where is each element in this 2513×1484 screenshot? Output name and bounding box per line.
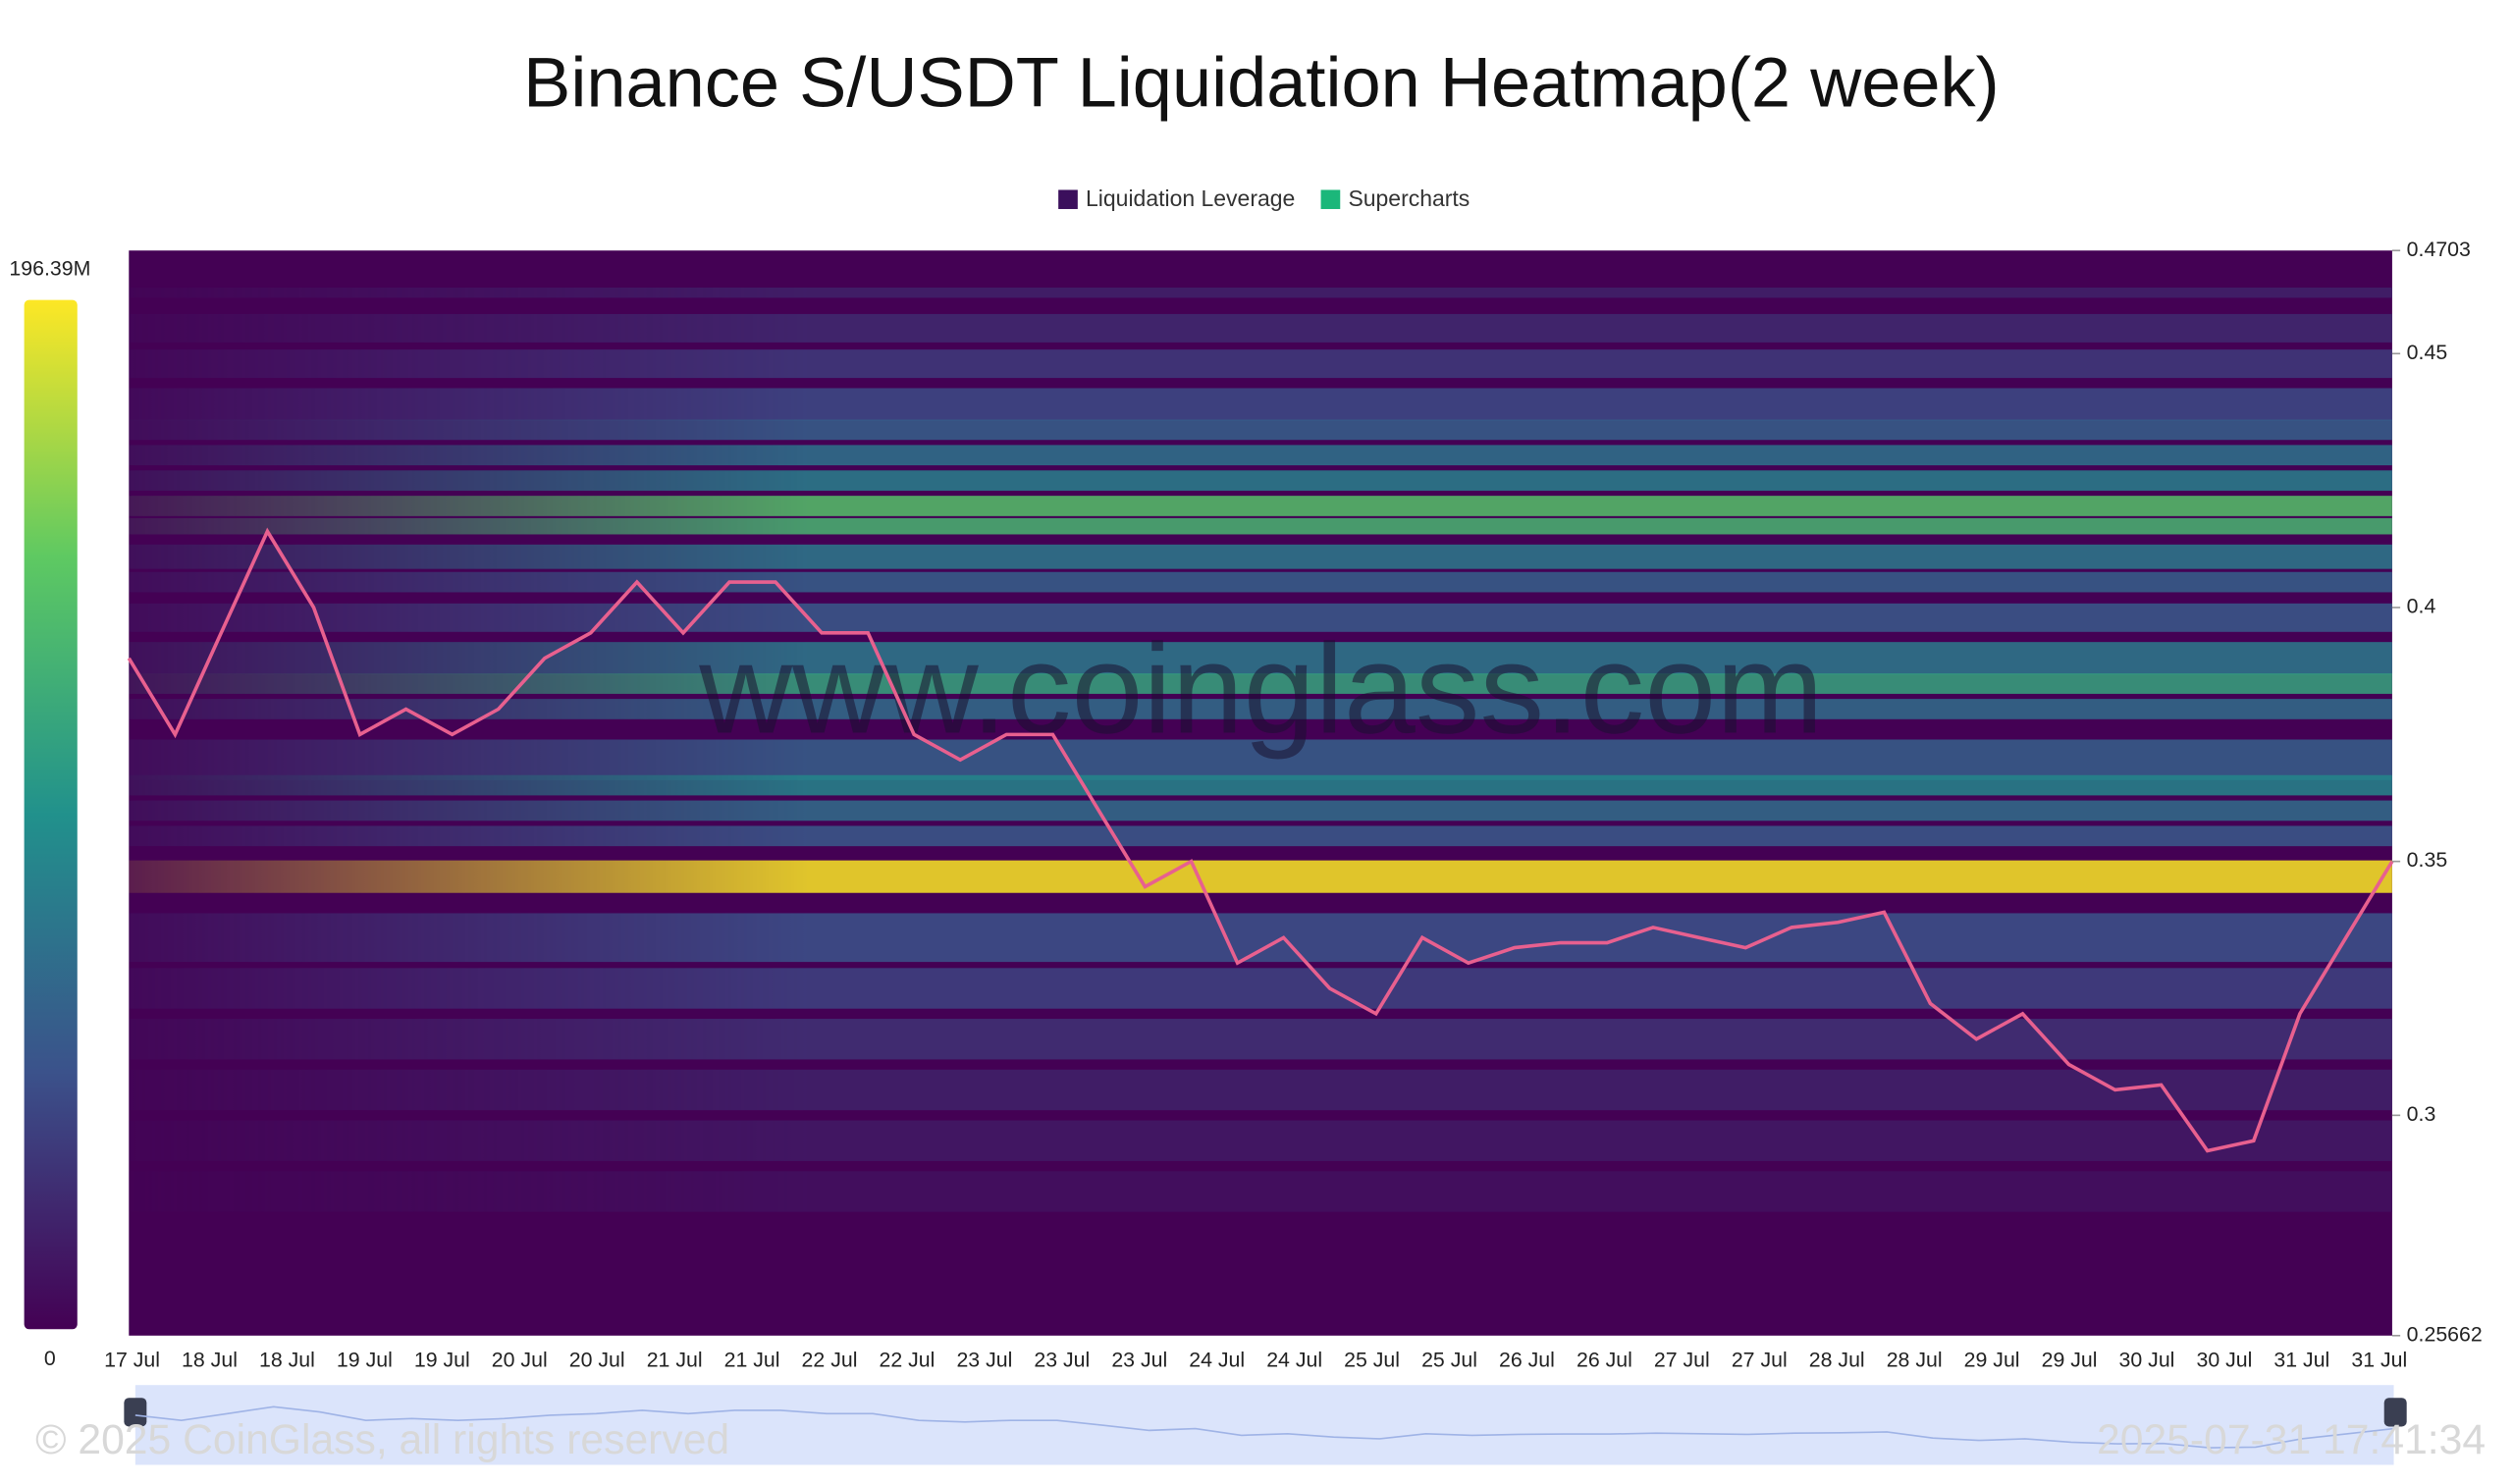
heat-band — [129, 1019, 2392, 1060]
heat-band — [129, 968, 2392, 1009]
heat-band — [129, 313, 2392, 343]
x-tick-label: 31 Jul — [2273, 1349, 2329, 1371]
x-tick-label: 26 Jul — [1577, 1349, 1632, 1371]
heat-band — [129, 349, 2392, 379]
timestamp: 2025-07-31 17:41:34 — [2097, 1416, 2486, 1462]
x-tick-label: 21 Jul — [647, 1349, 703, 1371]
x-tick-label: 23 Jul — [1111, 1349, 1167, 1371]
x-tick-label: 21 Jul — [724, 1349, 780, 1371]
legend-swatch — [1058, 189, 1078, 209]
heat-band — [129, 739, 2392, 780]
heat-band — [129, 1069, 2392, 1111]
x-tick-label: 20 Jul — [492, 1349, 548, 1371]
heat-band — [129, 800, 2392, 822]
heat-band — [129, 445, 2392, 466]
heatmap — [129, 287, 2392, 1212]
y-tick-label: 0.4703 — [2407, 238, 2471, 261]
colorbar-label: 196.39M — [9, 257, 90, 280]
legend-label: Supercharts — [1348, 186, 1470, 211]
x-tick-label: 28 Jul — [1809, 1349, 1865, 1371]
heat-band — [129, 470, 2392, 491]
y-tick-label: 0.45 — [2407, 342, 2448, 364]
heat-band — [129, 419, 2392, 441]
x-tick-label: 23 Jul — [1034, 1349, 1090, 1371]
x-tick-label: 27 Jul — [1732, 1349, 1788, 1371]
x-tick-label: 17 Jul — [104, 1349, 160, 1371]
heat-band — [129, 287, 2392, 298]
x-tick-label: 30 Jul — [2196, 1349, 2252, 1371]
heat-band — [129, 699, 2392, 719]
y-tick-label: 0.4 — [2407, 596, 2436, 618]
x-tick-label: 30 Jul — [2119, 1349, 2175, 1371]
price-line — [127, 527, 2394, 1153]
heat-band — [129, 517, 2392, 535]
navigator-line — [134, 1405, 2394, 1449]
heat-band — [129, 913, 2392, 963]
y-tick-label: 0.25662 — [2407, 1323, 2483, 1346]
heat-band — [129, 1120, 2392, 1161]
x-tick-label: 31 Jul — [2351, 1349, 2407, 1371]
heat-band — [129, 496, 2392, 516]
x-tick-label: 20 Jul — [569, 1349, 625, 1371]
x-tick-label: 27 Jul — [1654, 1349, 1710, 1371]
heat-band — [129, 825, 2392, 847]
legend-label: Liquidation Leverage — [1086, 186, 1295, 211]
heat-band — [129, 860, 2392, 893]
x-tick-label: 22 Jul — [802, 1349, 858, 1371]
x-tick-label: 19 Jul — [337, 1349, 393, 1371]
x-tick-label: 29 Jul — [1964, 1349, 2020, 1371]
x-tick-label: 29 Jul — [2042, 1349, 2098, 1371]
x-tick-label: 24 Jul — [1266, 1349, 1322, 1371]
x-tick-label: 18 Jul — [182, 1349, 238, 1371]
heat-band — [129, 1171, 2392, 1212]
legend-swatch — [1320, 189, 1341, 209]
navigator — [134, 1385, 2394, 1465]
heat-band — [129, 642, 2392, 675]
x-tick-label: 22 Jul — [880, 1349, 936, 1371]
colorbar-label: 0 — [44, 1348, 56, 1370]
x-tick-label: 19 Jul — [414, 1349, 470, 1371]
heat-band — [129, 603, 2392, 632]
navigator-handle[interactable] — [2383, 1398, 2407, 1427]
x-tick-label: 25 Jul — [1421, 1349, 1477, 1371]
chart-title: Binance S/USDT Liquidation Heatmap(2 wee… — [523, 44, 1999, 123]
heat-band — [129, 673, 2392, 694]
watermark: www.coinglass.com — [698, 617, 1823, 760]
heat-band — [129, 388, 2392, 421]
x-tick-label: 24 Jul — [1189, 1349, 1245, 1371]
colorbar — [24, 299, 78, 1330]
heat-band — [129, 774, 2392, 796]
x-tick-label: 28 Jul — [1887, 1349, 1943, 1371]
heat-band — [129, 571, 2392, 593]
navigator-handle[interactable] — [124, 1398, 147, 1427]
x-tick-label: 25 Jul — [1344, 1349, 1400, 1371]
heat-band — [129, 544, 2392, 569]
y-tick-label: 0.35 — [2407, 849, 2448, 872]
x-tick-label: 23 Jul — [956, 1349, 1012, 1371]
copyright: © 2025 CoinGlass, all rights reserved — [35, 1416, 729, 1462]
x-tick-label: 26 Jul — [1499, 1349, 1555, 1371]
y-tick-label: 0.3 — [2407, 1103, 2436, 1126]
x-tick-label: 18 Jul — [259, 1349, 315, 1371]
